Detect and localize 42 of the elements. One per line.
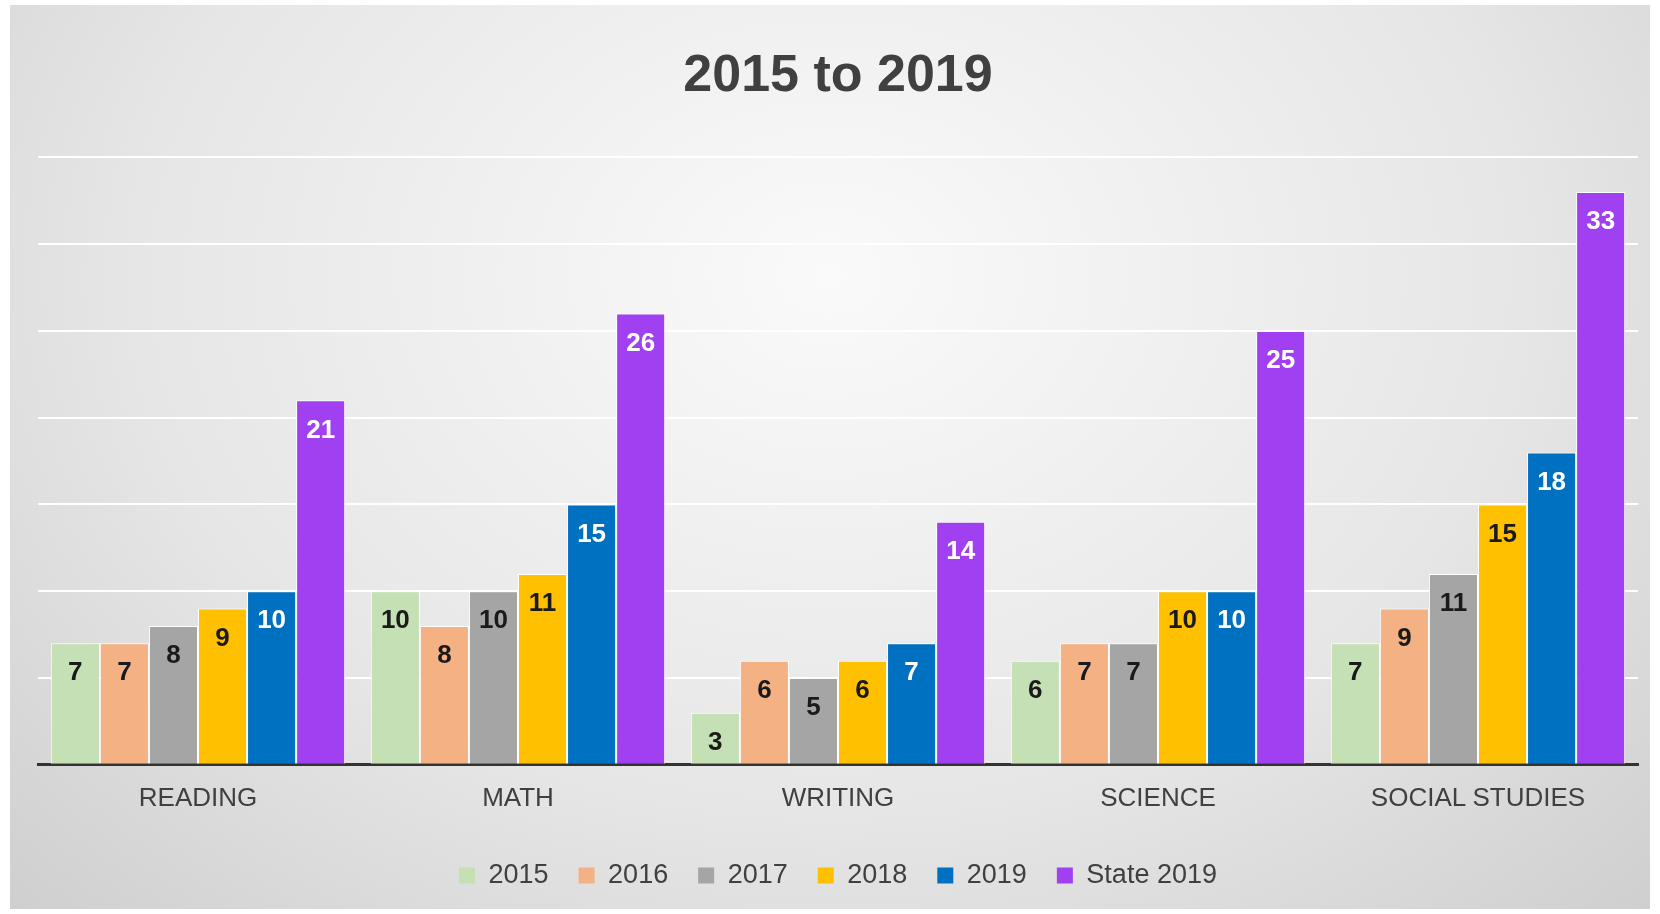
- data-label: 10: [1168, 604, 1197, 635]
- data-label: 7: [1126, 656, 1141, 687]
- data-label: 7: [904, 656, 919, 687]
- legend-label: State 2019: [1086, 858, 1217, 889]
- data-label: 10: [257, 604, 287, 635]
- data-label: 5: [806, 691, 821, 722]
- data-label: 6: [855, 673, 870, 704]
- x-tick-label: SCIENCE: [1100, 781, 1216, 812]
- legend-label: 2018: [847, 858, 908, 889]
- data-label: 33: [1586, 205, 1616, 236]
- data-label: 25: [1266, 344, 1296, 375]
- data-label: 10: [1217, 604, 1247, 635]
- data-label: 15: [1488, 517, 1517, 548]
- x-tick-label: WRITING: [781, 781, 895, 812]
- data-label: 11: [1439, 587, 1468, 618]
- data-label: 9: [1397, 621, 1412, 652]
- data-label: 8: [437, 639, 452, 670]
- data-label: 6: [757, 673, 772, 704]
- data-label: 7: [1077, 656, 1092, 687]
- legend-label: 2017: [727, 858, 788, 889]
- data-label: 8: [166, 639, 181, 670]
- chart-title: 2015 to 2019: [683, 43, 993, 102]
- data-label: 18: [1537, 465, 1567, 496]
- data-label: 15: [577, 517, 607, 548]
- x-tick-label: MATH: [482, 781, 554, 812]
- x-tick-label: READING: [138, 781, 258, 812]
- data-label: 14: [946, 535, 976, 566]
- data-label: 11: [528, 587, 557, 618]
- data-label: 26: [626, 326, 656, 357]
- legend-label: 2015: [488, 858, 549, 889]
- data-label: 7: [1348, 656, 1363, 687]
- data-label: 7: [117, 656, 132, 687]
- data-label: 3: [708, 725, 723, 756]
- data-label: 7: [68, 656, 83, 687]
- x-tick-label: SOCIAL STUDIES: [1370, 781, 1586, 812]
- data-label: 21: [306, 413, 336, 444]
- legend-label: 2016: [608, 858, 669, 889]
- data-label: 10: [479, 604, 508, 635]
- data-label: 6: [1028, 673, 1043, 704]
- data-label: 10: [380, 604, 410, 635]
- data-label: 9: [215, 621, 230, 652]
- legend-label: 2019: [966, 858, 1027, 889]
